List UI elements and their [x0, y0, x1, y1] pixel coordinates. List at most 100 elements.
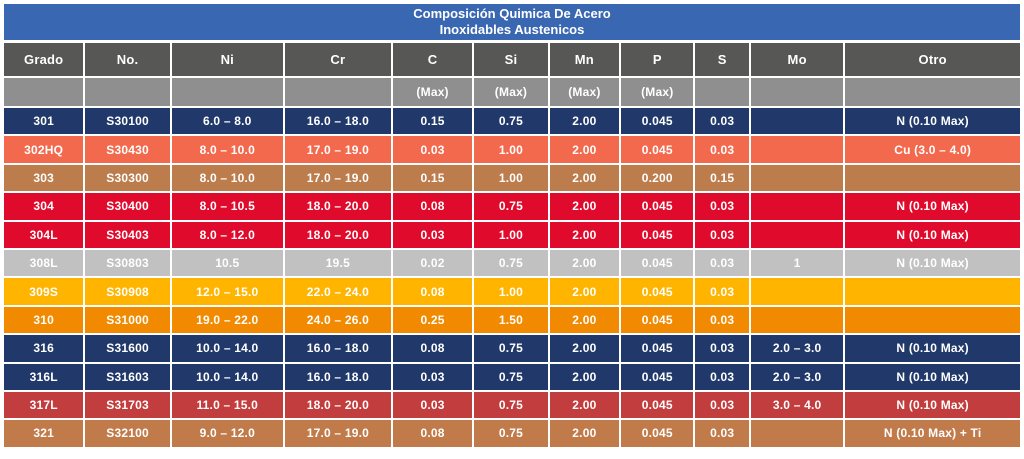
cell-mn: 2.00	[550, 391, 622, 419]
column-header-mo: Mo	[751, 43, 846, 76]
cell-ni: 6.0 – 8.0	[172, 108, 285, 135]
cell-ni: 10.5	[172, 249, 285, 277]
cell-si: 0.75	[474, 249, 550, 277]
cell-ni: 8.0 – 10.5	[172, 193, 285, 220]
header-row-sub: (Max) (Max) (Max) (Max)	[4, 78, 1020, 106]
cell-s: 0.03	[695, 363, 751, 390]
cell-no: S30803	[85, 249, 172, 277]
table-row-321: 321 S32100 9.0 – 12.0 17.0 – 19.0 0.08 0.75 2.…	[4, 420, 1020, 447]
cell-cr: 16.0 – 18.0	[285, 363, 393, 390]
cell-si: 0.75	[474, 363, 550, 390]
cell-mn: 2.00	[550, 249, 622, 277]
column-subheader-mn: (Max)	[550, 78, 622, 106]
cell-s: 0.03	[695, 335, 751, 362]
cell-s: 0.03	[695, 193, 751, 220]
cell-si: 1.00	[474, 278, 550, 305]
column-subheader-grado	[4, 78, 86, 106]
header-row-main: Grado No. Ni Cr C Si Mn P S Mo Otro	[4, 43, 1020, 76]
cell-mn: 2.00	[550, 363, 622, 390]
cell-otro: N (0.10 Max)	[896, 398, 969, 413]
table-row-316L: 316L S31603 10.0 – 14.0 16.0 – 18.0 0.03 0.75…	[4, 363, 1020, 390]
cell-no: S30430	[85, 136, 172, 163]
cell-no: S30400	[85, 193, 172, 220]
cell-p: 0.045	[621, 363, 696, 390]
cell-c: 0.15	[393, 164, 475, 192]
cell-cr: 17.0 – 19.0	[285, 136, 393, 163]
cell-ni: 10.0 – 14.0	[172, 363, 285, 390]
cell-si: 0.75	[474, 335, 550, 362]
column-subheader-otro	[845, 78, 1020, 106]
cell-cr: 17.0 – 19.0	[285, 420, 393, 447]
column-header-cr: Cr	[285, 43, 393, 76]
cell-mn: 2.00	[550, 136, 622, 163]
table-body: 301 S30100 6.0 – 8.0 16.0 – 18.0 0.15 0.75 2.0…	[4, 108, 1020, 447]
column-header-grado: Grado	[4, 43, 86, 76]
cell-p: 0.045	[621, 193, 696, 220]
cell-si: 1.00	[474, 136, 550, 163]
column-header-otro: Otro	[918, 52, 947, 67]
cell-si: 0.75	[474, 391, 550, 419]
column-subheader-no	[85, 78, 172, 106]
cell-grado: 303	[4, 164, 86, 192]
cell-ni: 11.0 – 15.0	[172, 391, 285, 419]
cell-grado: 308L	[4, 249, 86, 277]
cell-mo	[751, 108, 846, 135]
table-row-310: 310 S31000 19.0 – 22.0 24.0 – 26.0 0.25 1.50 2…	[4, 306, 1020, 334]
cell-grado: 321	[4, 420, 86, 447]
column-header-c: C	[393, 43, 475, 76]
cell-cr: 19.5	[285, 249, 393, 277]
cell-c: 0.08	[393, 193, 475, 220]
cell-cr: 18.0 – 20.0	[285, 221, 393, 248]
table-row-308L: 308L S30803 10.5 19.5 0.02 0.75 2.00 0.045 0.03 1…	[4, 249, 1020, 277]
column-subheader-ni	[172, 78, 285, 106]
table-title-line2: Inoxidables Austenicos	[439, 22, 585, 37]
cell-ni: 8.0 – 10.0	[172, 136, 285, 163]
cell-c: 0.03	[393, 136, 475, 163]
table-row-304: 304 S30400 8.0 – 10.5 18.0 – 20.0 0.08 0.75 2.…	[4, 193, 1020, 220]
cell-otro: Cu (3.0 – 4.0)	[894, 142, 972, 157]
cell-grado: 316	[4, 335, 86, 362]
cell-p: 0.045	[621, 136, 696, 163]
cell-s: 0.03	[695, 306, 751, 334]
cell-mo	[751, 278, 846, 305]
cell-si: 1.00	[474, 221, 550, 248]
cell-p: 0.045	[621, 108, 696, 135]
column-subheader-si: (Max)	[474, 78, 550, 106]
cell-c: 0.03	[393, 391, 475, 419]
cell-no: S30403	[85, 221, 172, 248]
cell-si: 0.75	[474, 420, 550, 447]
column-header-ni: Ni	[172, 43, 285, 76]
cell-grado: 302HQ	[4, 136, 86, 163]
cell-s: 0.03	[695, 249, 751, 277]
table-row-317L: 317L S31703 11.0 – 15.0 18.0 – 20.0 0.03 0.75…	[4, 391, 1020, 419]
column-header-s: S	[695, 43, 751, 76]
cell-c: 0.08	[393, 420, 475, 447]
cell-grado: 317L	[4, 391, 86, 419]
cell-p: 0.045	[621, 420, 696, 447]
cell-mo: 2.0 – 3.0	[751, 335, 846, 362]
cell-si: 1.00	[474, 164, 550, 192]
column-header-mn: Mn	[550, 43, 622, 76]
cell-no: S32100	[85, 420, 172, 447]
cell-ni: 19.0 – 22.0	[172, 306, 285, 334]
column-header-si: Si	[474, 43, 550, 76]
cell-mn: 2.00	[550, 108, 622, 135]
cell-otro: N (0.10 Max)	[896, 369, 969, 384]
cell-mo	[751, 221, 846, 248]
cell-otro	[845, 278, 1020, 304]
cell-otro: N (0.10 Max)	[896, 199, 969, 214]
cell-mo	[751, 193, 846, 220]
cell-si: 0.75	[474, 193, 550, 220]
cell-otro: N (0.10 Max)	[896, 341, 969, 356]
table-row-309S: 309S S30908 12.0 – 15.0 22.0 – 24.0 0.08 1.00…	[4, 278, 1020, 305]
cell-grado: 301	[4, 108, 86, 135]
table-row-303: 303 S30300 8.0 – 10.0 17.0 – 19.0 0.15 1.00 2.…	[4, 164, 1020, 192]
cell-no: S30100	[85, 108, 172, 135]
table-row-316: 316 S31600 10.0 – 14.0 16.0 – 18.0 0.08 0.75 2…	[4, 335, 1020, 362]
cell-no: S31000	[85, 306, 172, 334]
cell-s: 0.03	[695, 278, 751, 305]
cell-mn: 2.00	[550, 420, 622, 447]
cell-grado: 304L	[4, 221, 86, 248]
cell-c: 0.02	[393, 249, 475, 277]
cell-cr: 16.0 – 18.0	[285, 108, 393, 135]
